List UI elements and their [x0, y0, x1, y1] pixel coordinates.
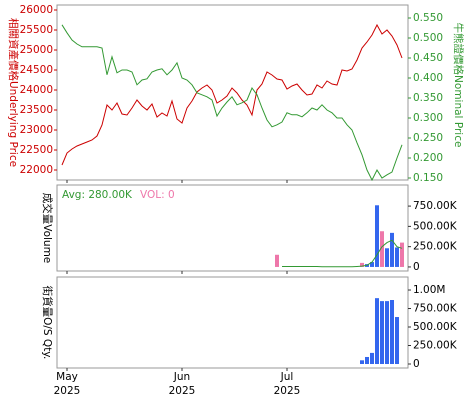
bar [400, 242, 404, 267]
y2-tick-label: 0.400 [413, 72, 443, 84]
panel-frame [56, 184, 409, 272]
y2-tick-label: 0.500 [413, 32, 443, 44]
legend-entry: VOL: 0 [140, 189, 175, 201]
y-tick-label: 0 [413, 261, 420, 273]
y-axis-title: 成交量Volume [41, 193, 54, 264]
x-tick-year: 2025 [169, 385, 196, 397]
legend-entry: Avg: 280.00K [62, 189, 133, 201]
bar [275, 254, 279, 267]
bar [360, 262, 364, 267]
y2-tick-label: 0.550 [413, 12, 443, 24]
series-line [61, 24, 403, 182]
y2-tick-label: 0.150 [413, 172, 443, 184]
y-tick-label: 250.00K [413, 241, 458, 253]
bar [380, 231, 384, 267]
y-tick-label: 24500 [20, 64, 53, 76]
bar [370, 262, 374, 267]
bar [385, 248, 389, 267]
y2-tick-label: 0.250 [413, 132, 443, 144]
y2-tick-label: 0.300 [413, 112, 443, 124]
bar [360, 360, 364, 365]
series-line [282, 239, 403, 268]
series-line [61, 23, 403, 166]
y2-tick-label: 0.350 [413, 92, 443, 104]
bar [395, 247, 399, 267]
y-tick-label: 23500 [20, 104, 53, 116]
x-tick-year: 2025 [54, 385, 81, 397]
panel-frame [56, 276, 409, 369]
bar [385, 301, 389, 365]
y-tick-label: 500.00K [413, 321, 458, 333]
bar [380, 301, 384, 365]
y-tick-label: 22000 [20, 164, 53, 176]
y-tick-label: 750.00K [413, 303, 458, 315]
y-tick-label: 750.00K [413, 200, 458, 212]
y-axis-title: 街貨量O/S Qty. [41, 286, 54, 360]
y2-tick-label: 0.200 [413, 152, 443, 164]
bar [365, 356, 369, 365]
y-tick-label: 500.00K [413, 220, 458, 232]
bar [375, 298, 379, 365]
y-tick-label: 250.00K [413, 340, 458, 352]
x-tick-label: May [56, 371, 78, 383]
y-tick-label: 23000 [20, 124, 53, 136]
y-tick-label: 0 [413, 358, 420, 370]
bar [375, 205, 379, 267]
y-axis-title: 相關資產價格Underlying Price [7, 18, 20, 167]
y-tick-label: 25500 [20, 24, 53, 36]
y-tick-label: 26000 [20, 4, 53, 16]
y2-axis-title: 牛熊證價格Nominal Price [452, 23, 465, 148]
y-tick-label: 25000 [20, 44, 53, 56]
x-tick-label: Jun [173, 371, 190, 383]
bar [370, 352, 374, 365]
bar [390, 232, 394, 267]
y2-tick-label: 0.450 [413, 52, 443, 64]
bar [390, 300, 394, 365]
y-tick-label: 24000 [20, 84, 53, 96]
bar [395, 317, 399, 365]
y-tick-label: 1.00M [413, 284, 445, 296]
x-tick-year: 2025 [274, 385, 301, 397]
x-tick-label: Jul [280, 371, 294, 383]
panel-frame [56, 4, 409, 181]
y-tick-label: 22500 [20, 144, 53, 156]
